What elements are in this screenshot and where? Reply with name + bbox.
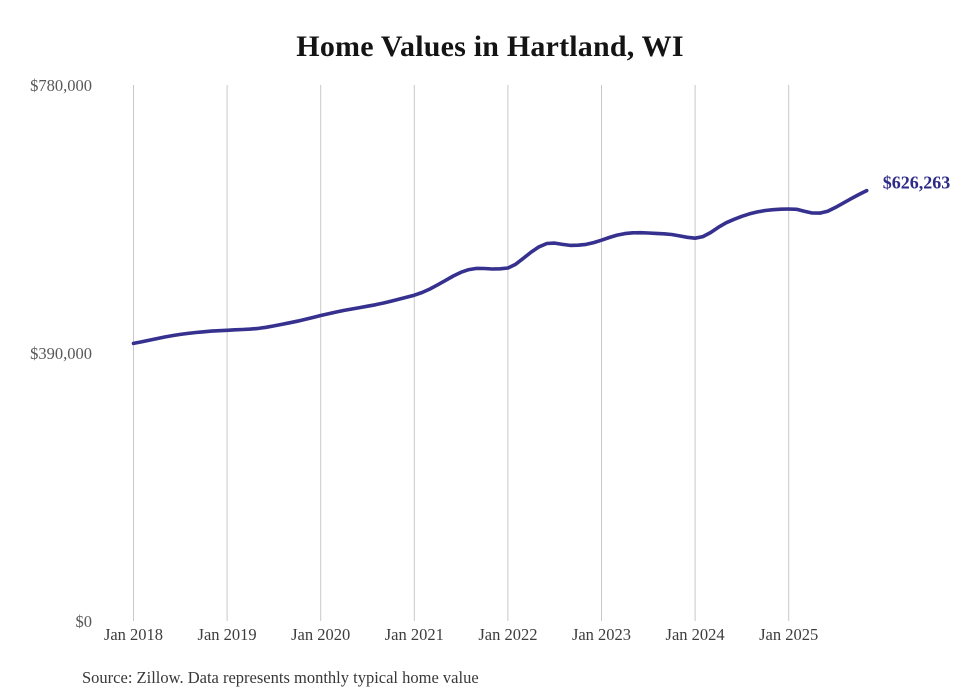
chart-title: Home Values in Hartland, WI — [296, 30, 684, 63]
x-tick-label: Jan 2023 — [572, 625, 631, 644]
source-note: Source: Zillow. Data represents monthly … — [82, 668, 479, 687]
x-tick-label: Jan 2019 — [198, 625, 257, 644]
y-tick-label: $0 — [76, 612, 93, 631]
x-tick-label: Jan 2022 — [478, 625, 537, 644]
x-tick-label: Jan 2024 — [666, 625, 725, 644]
latest-value-label: $626,263 — [883, 173, 951, 193]
home-value-line — [131, 188, 869, 346]
x-tick-label: Jan 2025 — [759, 625, 818, 644]
x-tick-label: Jan 2021 — [385, 625, 444, 644]
x-tick-label: Jan 2020 — [291, 625, 350, 644]
x-tick-label: Jan 2018 — [104, 625, 163, 644]
y-tick-label: $780,000 — [30, 76, 92, 95]
y-tick-label: $390,000 — [30, 344, 92, 363]
